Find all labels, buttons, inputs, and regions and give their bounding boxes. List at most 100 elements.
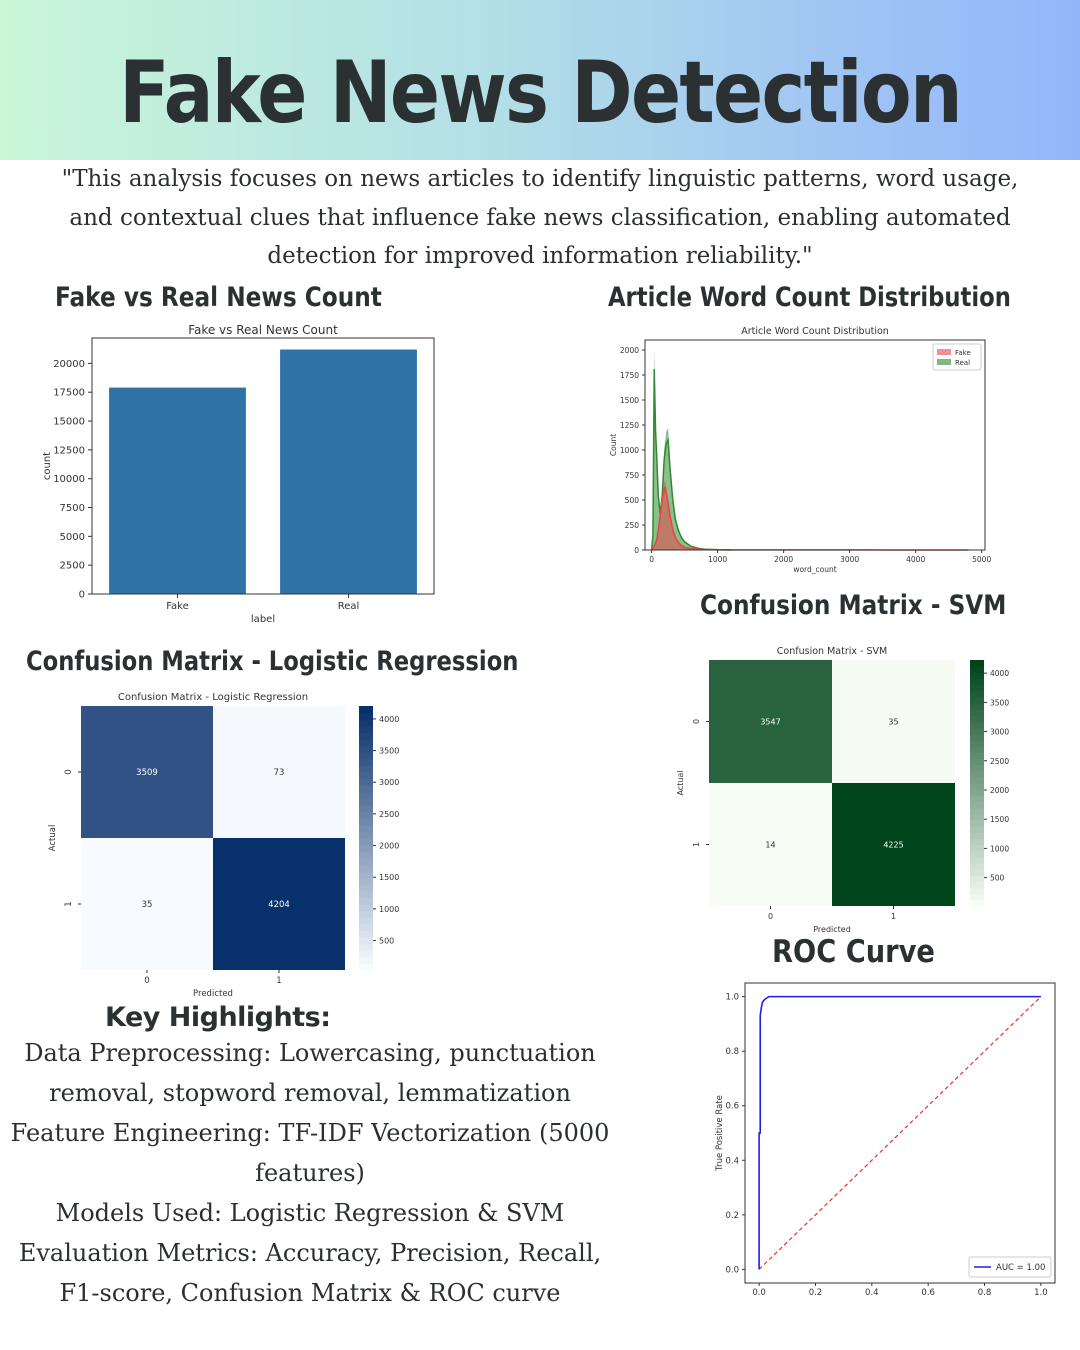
chance-line — [758, 996, 1042, 1270]
y-tick-label: 0.4 — [725, 1156, 739, 1166]
colorbar-segment — [359, 890, 373, 898]
header-banner: Fake News Detection — [0, 0, 1080, 160]
y-tick-label: 20000 — [53, 359, 85, 370]
legend-label-fake: Fake — [955, 349, 971, 357]
x-tick-label: 1000 — [708, 555, 727, 564]
y-tick-label: 0.8 — [725, 1047, 739, 1057]
y-tick-label: 0 — [79, 590, 85, 601]
colorbar-segment — [359, 864, 373, 872]
colorbar-segment — [359, 943, 373, 951]
matrix-cell — [832, 783, 955, 906]
colorbar-segment — [359, 963, 373, 971]
colorbar-tick-label: 3500 — [379, 747, 399, 756]
word-count-section-title: Article Word Count Distribution — [608, 282, 1011, 313]
highlight-item: Data Preprocessing: Lowercasing, punctua… — [24, 1039, 596, 1107]
y-tick-label: 1 — [692, 842, 701, 847]
highlights-list: Data Preprocessing: Lowercasing, punctua… — [10, 1033, 610, 1313]
highlight-item: Models Used: Logistic Regression & SVM — [55, 1199, 565, 1227]
colorbar-tick-label: 3500 — [990, 698, 1009, 707]
colorbar-segment — [359, 752, 373, 760]
y-axis-label: Actual — [676, 770, 685, 795]
y-tick-label: 12500 — [53, 445, 85, 456]
highlights-title: Key Highlights: — [105, 1002, 331, 1033]
legend-label-real: Real — [955, 359, 970, 367]
colorbar-tick-label: 1500 — [379, 873, 399, 882]
matrix-cell — [81, 838, 213, 970]
chart-title: Confusion Matrix - Logistic Regression — [118, 692, 308, 703]
cell-value-label: 14 — [765, 841, 775, 850]
x-tick-label: 0.8 — [978, 1288, 992, 1298]
x-tick-label: 1 — [276, 976, 281, 986]
legend-box — [968, 1256, 1052, 1278]
x-tick-label: 0.0 — [752, 1288, 766, 1298]
colorbar-segment — [359, 930, 373, 938]
colorbar-segment — [970, 715, 984, 723]
svm-confusion-matrix: Confusion Matrix - SVM 3547 35 14 4225 0 1 0 1 Pr… — [676, 646, 1009, 934]
colorbar-segment — [970, 703, 984, 710]
colorbar-segment — [970, 684, 984, 692]
x-axis-label: word_count — [793, 565, 836, 574]
colorbar-tick-label: 3000 — [379, 778, 399, 787]
legend-swatch-fake — [937, 349, 951, 355]
cell-value-label: 4225 — [883, 841, 903, 850]
colorbar-segment — [970, 819, 984, 827]
y-tick-label: 0.2 — [725, 1211, 739, 1221]
colorbar-segment — [359, 831, 373, 839]
y-tick-label: 1000 — [620, 446, 639, 455]
colorbar-segment — [970, 801, 984, 809]
x-tick-label: 2000 — [774, 555, 793, 564]
lr-section-title: Confusion Matrix - Logistic Regression — [26, 646, 519, 677]
colorbar-segment — [970, 893, 984, 901]
bar-real — [280, 349, 417, 594]
y-axis-label: True Positive Rate — [715, 1095, 725, 1172]
y-tick-label: 7500 — [60, 503, 85, 514]
colorbar-segment — [970, 826, 984, 833]
bar-fake — [109, 387, 246, 594]
colorbar-segment — [359, 811, 373, 819]
colorbar-segment — [970, 807, 984, 815]
colorbar-segment — [359, 712, 373, 720]
plot-frame — [644, 339, 986, 551]
series-kde-fake — [650, 486, 969, 551]
colorbar-segment — [970, 660, 984, 667]
colorbar-segment — [970, 813, 984, 821]
colorbar-segment — [359, 772, 373, 780]
colorbar-segment — [970, 832, 984, 839]
intro-quote: "This analysis focuses on news articles … — [61, 166, 1019, 269]
y-tick-label: 500 — [625, 496, 640, 505]
colorbar-segment — [970, 678, 984, 686]
y-tick-label: 1.0 — [725, 993, 739, 1003]
cell-value-label: 4204 — [268, 900, 290, 910]
colorbar-segment — [970, 856, 984, 864]
cell-value-label: 3547 — [760, 718, 780, 727]
cell-value-label: 35 — [142, 900, 153, 910]
colorbar-segment — [359, 805, 373, 813]
colorbar-segment — [359, 732, 373, 740]
matrix-cell — [832, 660, 955, 783]
colorbar-segment — [970, 887, 984, 895]
colorbar-segment — [970, 881, 984, 889]
chart-title: Confusion Matrix - SVM — [777, 646, 887, 657]
y-tick-label: 5000 — [60, 532, 85, 543]
lr-confusion-matrix: Confusion Matrix - Logistic Regression 35… — [48, 692, 399, 999]
y-tick-label: 0.0 — [725, 1265, 739, 1275]
y-tick-label: 0 — [64, 769, 74, 774]
colorbar-segment — [359, 706, 373, 714]
colorbar-segment — [970, 696, 984, 704]
colorbar-tick-label: 500 — [990, 874, 1005, 883]
colorbar-tick-label: 500 — [379, 937, 394, 946]
word-count-histogram: Article Word Count Distribution 0 250 500 75… — [609, 326, 991, 574]
colorbar-segment — [359, 844, 373, 852]
colorbar-tick-label: 4000 — [990, 669, 1009, 678]
x-tick-label: 1 — [891, 912, 896, 921]
x-tick-label: 3000 — [840, 555, 859, 564]
colorbar-tick-label: 3000 — [990, 728, 1009, 737]
colorbar-segment — [359, 950, 373, 958]
cell-value-label: 35 — [888, 718, 898, 727]
x-tick-label: 5000 — [972, 555, 991, 564]
colorbar-segment — [970, 709, 984, 716]
colorbar-segment — [359, 719, 373, 727]
y-tick-label: 10000 — [53, 474, 85, 485]
cell-value-label: 73 — [274, 768, 285, 778]
colorbar-segment — [359, 778, 373, 786]
